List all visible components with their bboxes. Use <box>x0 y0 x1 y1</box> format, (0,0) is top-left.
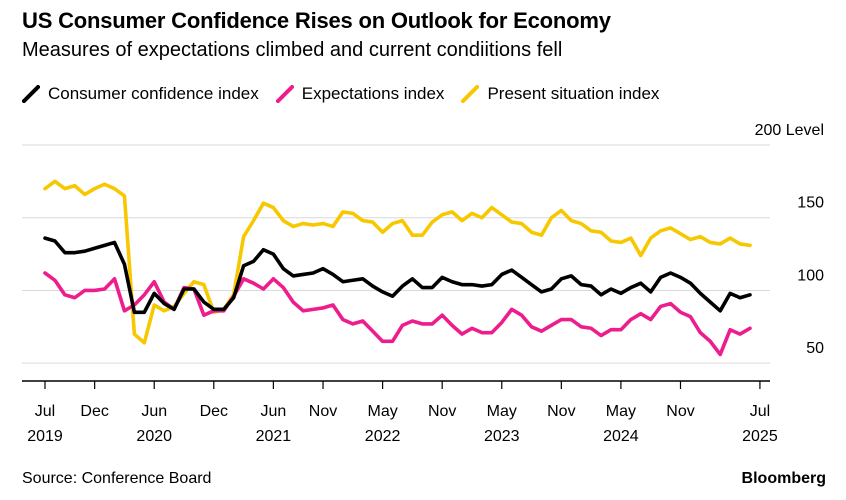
chart-title: US Consumer Confidence Rises on Outlook … <box>22 8 611 33</box>
legend-item-expectations: Expectations index <box>275 84 445 104</box>
legend-swatch-present <box>461 85 480 103</box>
y-tick-label-150: 150 <box>797 195 824 212</box>
legend-item-present: Present situation index <box>461 84 659 104</box>
legend-label-expectations: Expectations index <box>301 84 445 103</box>
bloomberg-logo: Bloomberg <box>741 470 826 487</box>
series-lines <box>43 179 752 357</box>
x-tick-label: Jun <box>260 403 286 420</box>
legend-label-present: Present situation index <box>487 84 660 103</box>
chart-subtitle: Measures of expectations climbed and cur… <box>22 39 563 61</box>
x-tick-label: May <box>606 403 636 420</box>
x-tick-year-label: 2024 <box>603 428 639 445</box>
x-tick-label: Jul <box>750 403 770 420</box>
x-tick-year-label: 2019 <box>27 428 63 445</box>
x-tick-label: May <box>367 403 397 420</box>
y-tick-label-50: 50 <box>806 340 824 357</box>
series-line-present <box>43 179 752 345</box>
legend-item-confidence: Consumer confidence index <box>22 84 259 104</box>
x-tick-label: May <box>487 403 517 420</box>
x-tick-label: Nov <box>309 403 337 420</box>
legend-label-confidence: Consumer confidence index <box>48 84 259 103</box>
x-tick-year-label: 2020 <box>136 428 172 445</box>
series-line-confidence <box>43 236 752 315</box>
source-note: Source: Conference Board <box>22 470 212 487</box>
series-line-expectations <box>43 271 752 357</box>
y-tick-label-200: 200 Level <box>755 122 824 139</box>
x-tick-label: Jul <box>35 403 55 420</box>
x-tick-year-label: 2023 <box>484 428 520 445</box>
chart-legend: Consumer confidence index Expectations i… <box>22 84 676 104</box>
x-tick-label: Nov <box>666 403 694 420</box>
x-tick-label: Nov <box>547 403 575 420</box>
legend-swatch-confidence <box>22 85 40 103</box>
x-axis <box>22 380 770 389</box>
x-tick-year-label: 2021 <box>256 428 292 445</box>
x-tick-year-label: 2025 <box>742 428 778 445</box>
y-tick-label-100: 100 <box>797 267 824 284</box>
line-chart: 50 100 150 200 Level Jul 2019 Dec Jun 2020 Dec Jun… <box>22 122 824 445</box>
x-tick-label: Nov <box>428 403 456 420</box>
axis-labels: 50 100 150 200 Level Jul 2019 Dec Jun 2020 Dec Jun… <box>27 122 824 445</box>
legend-swatch-expectations <box>275 85 294 103</box>
x-tick-year-label: 2022 <box>365 428 401 445</box>
x-tick-label: Dec <box>80 403 108 420</box>
x-tick-label: Dec <box>200 403 228 420</box>
x-tick-label: Jun <box>141 403 167 420</box>
